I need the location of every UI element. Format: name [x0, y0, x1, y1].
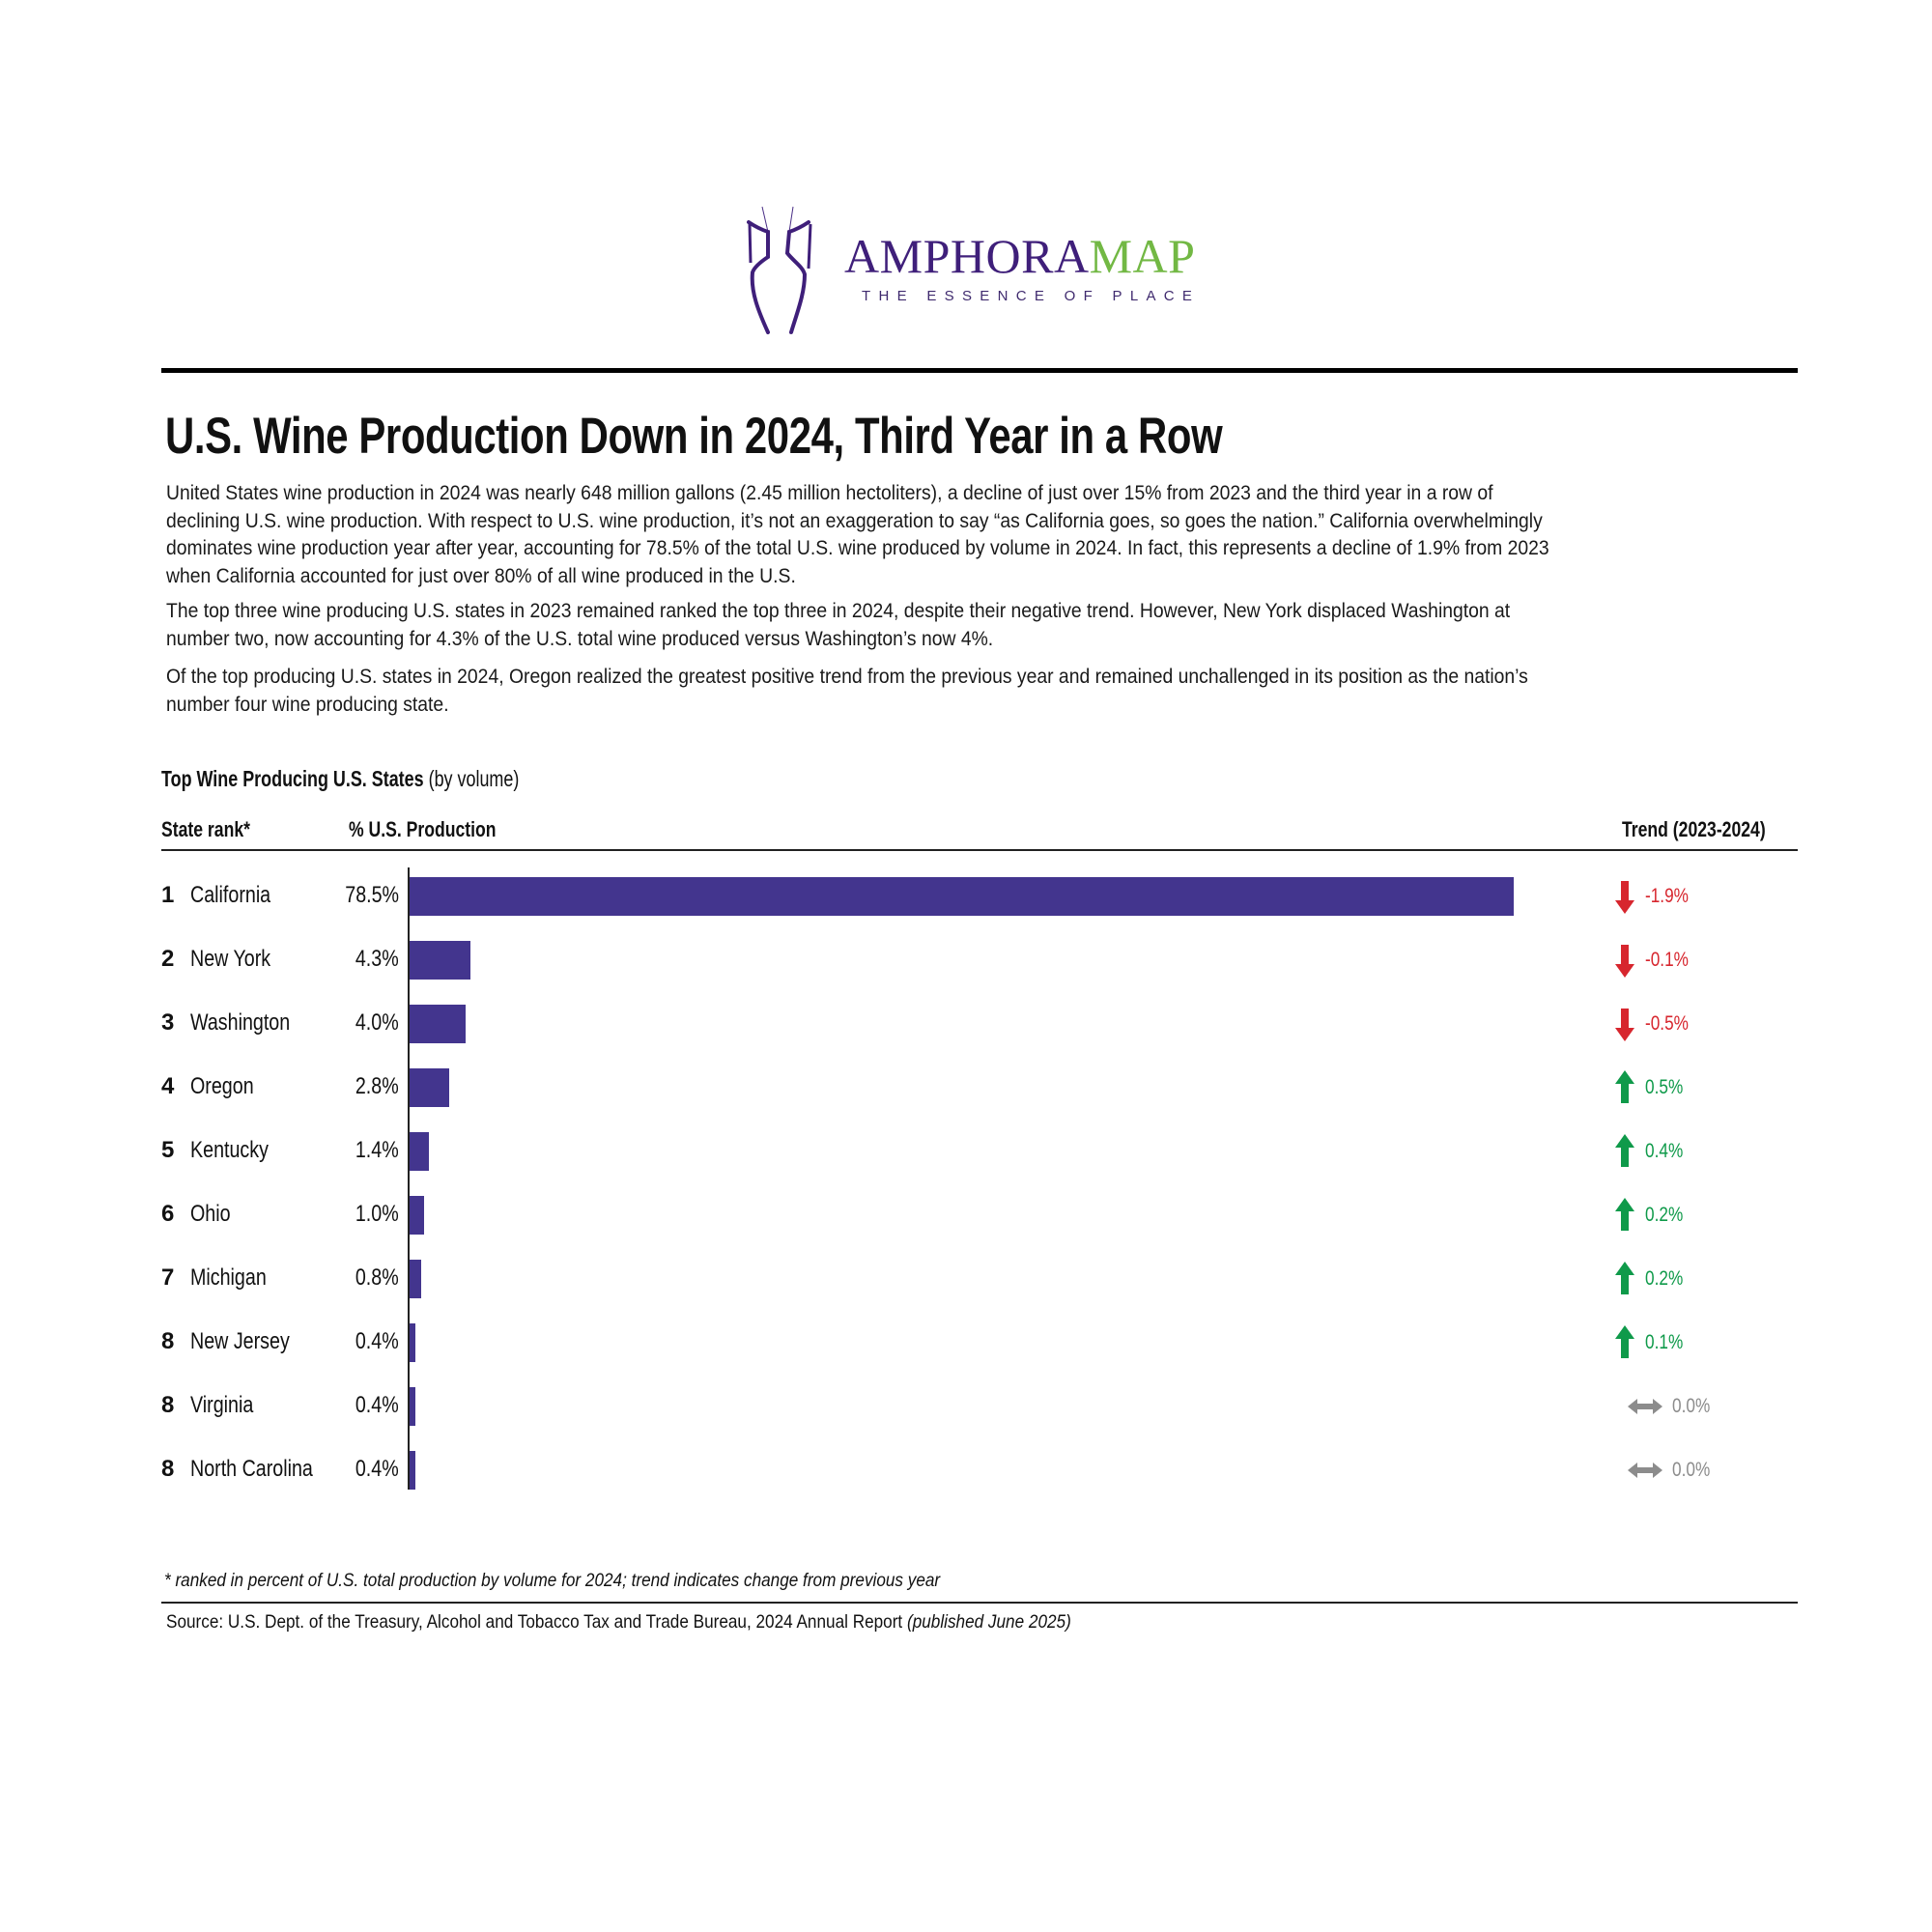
chart-title: Top Wine Producing U.S. States (by volum… — [161, 766, 520, 791]
production-bar — [410, 1387, 415, 1426]
production-percent: 0.4% — [355, 1328, 399, 1354]
column-header-trend: Trend (2023-2024) — [1622, 817, 1766, 841]
production-bar — [410, 1260, 421, 1298]
state-name: New York — [190, 946, 271, 972]
production-percent: 1.4% — [355, 1137, 399, 1163]
arrow-up-icon — [1614, 1323, 1635, 1362]
state-name: Michigan — [190, 1264, 267, 1291]
arrow-left-right-icon — [1627, 1461, 1663, 1480]
trend-value: 0.1% — [1645, 1331, 1684, 1353]
production-bar — [410, 1196, 424, 1235]
table-row: 2 New York 4.3% -0.1% — [0, 941, 1932, 980]
intro-paragraph-2: The top three wine producing U.S. states… — [166, 599, 1511, 650]
state-name: Washington — [190, 1009, 291, 1036]
page-title: U.S. Wine Production Down in 2024, Third… — [165, 408, 1223, 465]
arrow-up-icon — [1614, 1068, 1635, 1107]
state-rank: 1 — [161, 882, 175, 908]
table-row: 8 Virginia 0.4% 0.0% — [0, 1387, 1932, 1426]
table-row: 6 Ohio 1.0% 0.2% — [0, 1196, 1932, 1235]
top-divider — [161, 368, 1798, 373]
bar-axis-line — [408, 867, 410, 1490]
logo-tagline: THE ESSENCE OF PLACE — [862, 288, 1201, 304]
production-bar — [410, 1005, 466, 1043]
trend-value: 0.4% — [1645, 1140, 1684, 1162]
trend-value: -0.1% — [1645, 949, 1689, 971]
state-rank: 3 — [161, 1009, 175, 1036]
table-row: 7 Michigan 0.8% 0.2% — [0, 1260, 1932, 1298]
production-bar — [410, 1132, 429, 1171]
table-row: 8 North Carolina 0.4% 0.0% — [0, 1451, 1932, 1490]
production-bar — [410, 877, 1514, 916]
table-row: 5 Kentucky 1.4% 0.4% — [0, 1132, 1932, 1171]
arrow-up-icon — [1614, 1132, 1635, 1171]
production-percent: 2.8% — [355, 1073, 399, 1099]
state-rank: 5 — [161, 1137, 175, 1163]
footnote: * ranked in percent of U.S. total produc… — [164, 1570, 941, 1591]
intro-paragraph-3: Of the top producing U.S. states in 2024… — [166, 665, 1528, 716]
production-percent: 78.5% — [345, 882, 399, 908]
logo-word-amphora: AMPHORA — [844, 229, 1090, 283]
footer-divider — [161, 1602, 1798, 1604]
state-rank: 7 — [161, 1264, 175, 1291]
state-rank: 6 — [161, 1201, 175, 1227]
production-bar — [410, 1323, 415, 1362]
table-row: 1 California 78.5% -1.9% — [0, 877, 1932, 916]
arrow-up-icon — [1614, 1260, 1635, 1298]
state-rank: 8 — [161, 1392, 175, 1418]
trend-value: 0.2% — [1645, 1267, 1684, 1290]
arrow-down-icon — [1614, 941, 1635, 980]
production-bar — [410, 941, 470, 980]
production-percent: 4.0% — [355, 1009, 399, 1036]
trend-value: 0.5% — [1645, 1076, 1684, 1098]
trend-value: -0.5% — [1645, 1012, 1689, 1035]
production-bar — [410, 1451, 415, 1490]
state-name: North Carolina — [190, 1456, 313, 1482]
production-percent: 0.4% — [355, 1456, 399, 1482]
state-rank: 4 — [161, 1073, 175, 1099]
production-percent: 4.3% — [355, 946, 399, 972]
arrow-down-icon — [1614, 877, 1635, 916]
arrow-down-icon — [1614, 1005, 1635, 1043]
table-row: 4 Oregon 2.8% 0.5% — [0, 1068, 1932, 1107]
trend-value: 0.0% — [1672, 1395, 1711, 1417]
state-name: California — [190, 882, 271, 908]
source-citation: Source: U.S. Dept. of the Treasury, Alco… — [166, 1611, 1071, 1633]
trend-value: 0.2% — [1645, 1204, 1684, 1226]
state-rank: 8 — [161, 1328, 175, 1354]
trend-value: 0.0% — [1672, 1459, 1711, 1481]
table-row: 3 Washington 4.0% -0.5% — [0, 1005, 1932, 1043]
table-row: 8 New Jersey 0.4% 0.1% — [0, 1323, 1932, 1362]
production-percent: 0.8% — [355, 1264, 399, 1291]
logo-word-map: MAP — [1089, 229, 1196, 283]
column-header-rank: State rank* — [161, 817, 250, 841]
production-percent: 1.0% — [355, 1201, 399, 1227]
header-divider — [161, 849, 1798, 851]
arrow-up-icon — [1614, 1196, 1635, 1235]
state-rank: 2 — [161, 946, 175, 972]
state-name: New Jersey — [190, 1328, 290, 1354]
production-percent: 0.4% — [355, 1392, 399, 1418]
trend-value: -1.9% — [1645, 885, 1689, 907]
intro-paragraph-1: United States wine production in 2024 wa… — [166, 481, 1549, 587]
state-name: Kentucky — [190, 1137, 269, 1163]
state-name: Ohio — [190, 1201, 231, 1227]
production-bar — [410, 1068, 449, 1107]
state-name: Virginia — [190, 1392, 254, 1418]
logo-wordmark: AMPHORAMAP — [844, 232, 1195, 280]
column-header-production: % U.S. Production — [349, 817, 497, 841]
state-name: Oregon — [190, 1073, 254, 1099]
amphora-logo-icon — [747, 205, 816, 336]
state-rank: 8 — [161, 1456, 175, 1482]
arrow-left-right-icon — [1627, 1397, 1663, 1416]
